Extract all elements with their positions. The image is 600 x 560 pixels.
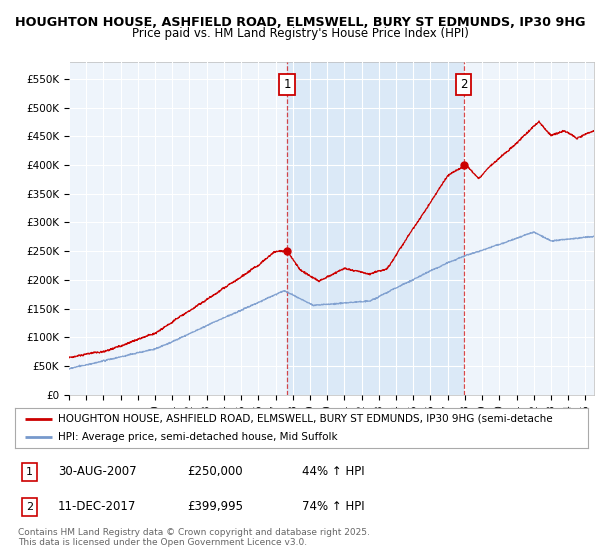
Bar: [287, 62, 464, 395]
Text: 74% ↑ HPI: 74% ↑ HPI: [302, 500, 364, 514]
Text: £250,000: £250,000: [187, 465, 242, 478]
Text: 2: 2: [460, 78, 467, 91]
Text: Contains HM Land Registry data © Crown copyright and database right 2025.
This d: Contains HM Land Registry data © Crown c…: [18, 528, 370, 547]
Text: HPI: Average price, semi-detached house, Mid Suffolk: HPI: Average price, semi-detached house,…: [58, 432, 338, 442]
Text: 1: 1: [283, 78, 291, 91]
Text: 11-DEC-2017: 11-DEC-2017: [58, 500, 136, 514]
Text: HOUGHTON HOUSE, ASHFIELD ROAD, ELMSWELL, BURY ST EDMUNDS, IP30 9HG: HOUGHTON HOUSE, ASHFIELD ROAD, ELMSWELL,…: [15, 16, 585, 29]
Text: 2: 2: [26, 502, 33, 512]
Text: Price paid vs. HM Land Registry's House Price Index (HPI): Price paid vs. HM Land Registry's House …: [131, 27, 469, 40]
Text: HOUGHTON HOUSE, ASHFIELD ROAD, ELMSWELL, BURY ST EDMUNDS, IP30 9HG (semi-detache: HOUGHTON HOUSE, ASHFIELD ROAD, ELMSWELL,…: [58, 414, 553, 423]
Text: £399,995: £399,995: [187, 500, 243, 514]
Text: 30-AUG-2007: 30-AUG-2007: [58, 465, 137, 478]
Text: 1: 1: [26, 467, 33, 477]
Text: 44% ↑ HPI: 44% ↑ HPI: [302, 465, 364, 478]
